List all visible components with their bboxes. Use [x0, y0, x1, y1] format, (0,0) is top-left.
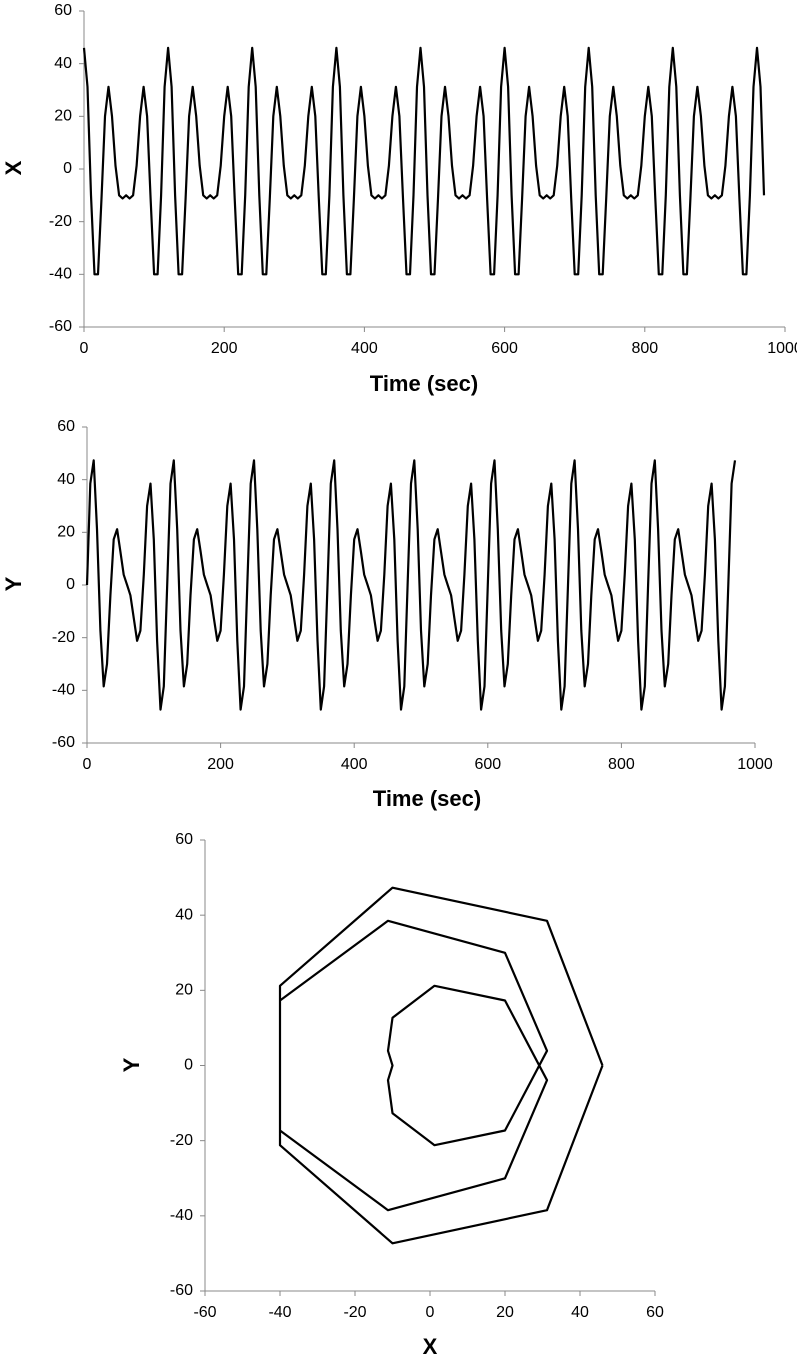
x-tick-label: -20: [343, 1304, 366, 1321]
y-tick-label: 40: [175, 906, 193, 923]
y-tick-label: -60: [170, 1282, 193, 1299]
y-tick-label: -60: [52, 734, 75, 751]
x-axis-label: Time (sec): [370, 371, 478, 396]
x-tick-label: -40: [268, 1304, 291, 1321]
x-axis-label: Time (sec): [373, 786, 481, 811]
y-tick-label: 0: [184, 1057, 193, 1074]
y-tick-label: 40: [57, 471, 75, 488]
x-tick-label: 1000: [737, 756, 773, 773]
y-tick-label: 40: [54, 55, 72, 72]
x-tick-label: 60: [646, 1304, 664, 1321]
x-tick-label: 400: [341, 756, 368, 773]
x-tick-label: 400: [351, 340, 378, 357]
y-tick-label: -40: [52, 682, 75, 699]
data-line: [82, 46, 766, 276]
x-tick-label: 0: [83, 756, 92, 773]
y-tick-label: -20: [170, 1132, 193, 1149]
y-tick-label: -20: [49, 213, 72, 230]
x-tick-label: 1000: [767, 340, 797, 357]
data-line: [278, 886, 604, 1245]
y-axis-label: Y: [1, 576, 26, 591]
y-tick-label: 60: [175, 831, 193, 848]
y-tick-label: 20: [57, 524, 75, 541]
x-tick-label: 800: [631, 340, 658, 357]
y-tick-label: 60: [54, 2, 72, 19]
x-tick-label: 200: [207, 756, 234, 773]
data-line: [85, 459, 737, 711]
y-axis-label: Y: [119, 1057, 144, 1072]
x-axis-label: X: [423, 1334, 438, 1359]
y-axis-label: X: [1, 160, 26, 175]
y-tick-label: 0: [63, 160, 72, 177]
x-tick-label: 600: [474, 756, 501, 773]
y-tick-label: -40: [49, 266, 72, 283]
y-tick-label: -20: [52, 629, 75, 646]
x-tick-label: 200: [211, 340, 238, 357]
y-tick-label: -40: [170, 1207, 193, 1224]
x-tick-label: 40: [571, 1304, 589, 1321]
y-tick-label: 60: [57, 418, 75, 435]
y-tick-label: 20: [175, 982, 193, 999]
x-tick-label: 0: [80, 340, 89, 357]
x-tick-label: -60: [193, 1304, 216, 1321]
x-tick-label: 600: [491, 340, 518, 357]
y-tick-label: 20: [54, 108, 72, 125]
x-tick-label: 20: [496, 1304, 514, 1321]
x-tick-label: 0: [426, 1304, 435, 1321]
y-tick-label: -60: [49, 318, 72, 335]
y-tick-label: 0: [66, 576, 75, 593]
x-tick-label: 800: [608, 756, 635, 773]
